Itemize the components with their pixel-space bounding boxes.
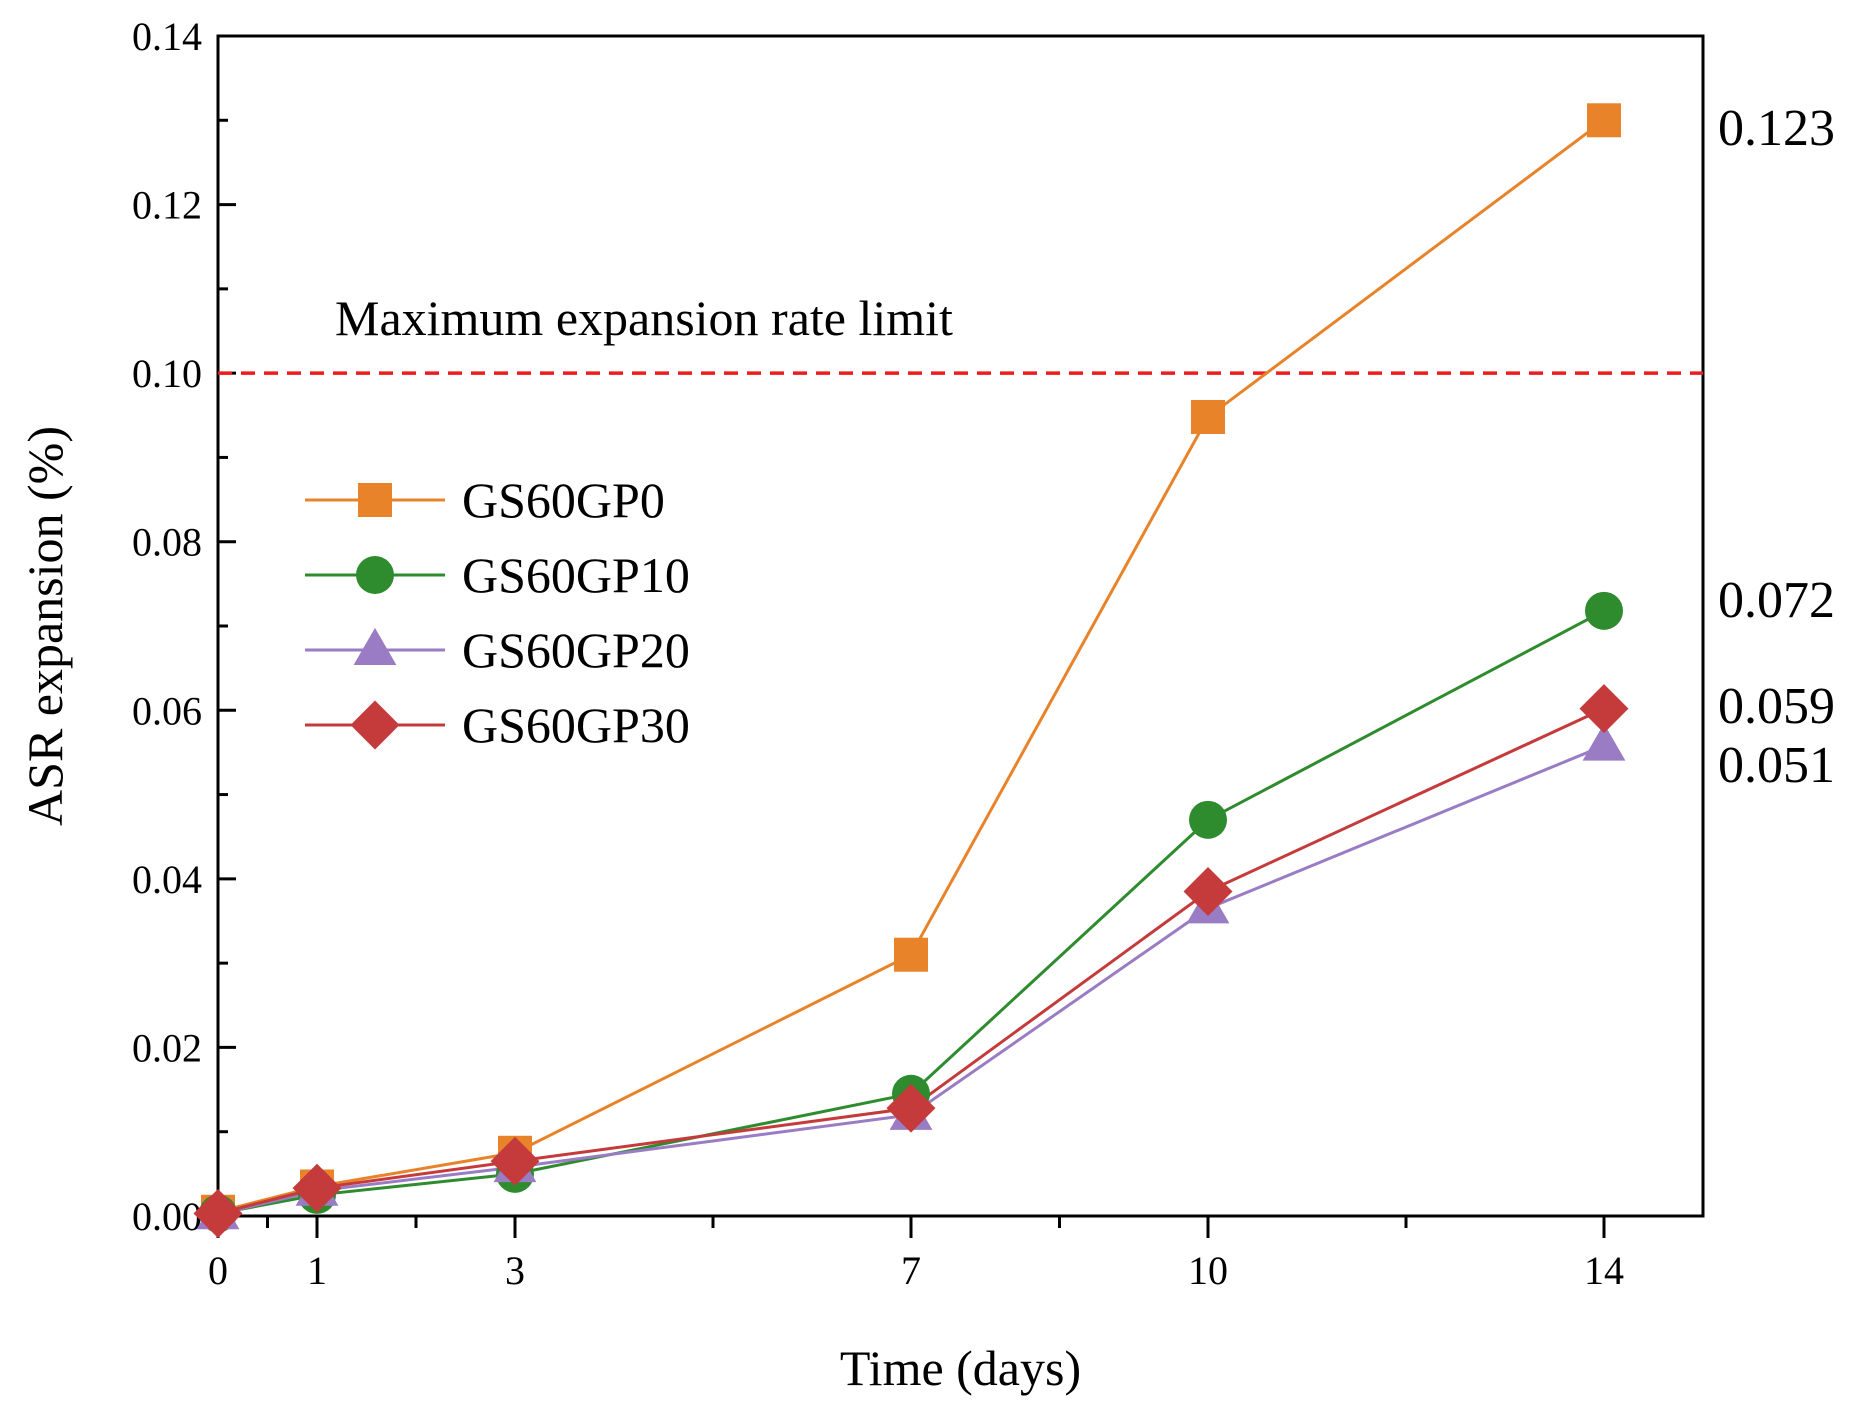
x-tick-label: 7 bbox=[901, 1248, 921, 1293]
data-point-gs60gp30 bbox=[292, 1163, 342, 1213]
data-point-gs60gp0 bbox=[1587, 103, 1621, 138]
series-line-gs60gp20 bbox=[217, 744, 1605, 1216]
data-point-gs60gp10 bbox=[1189, 800, 1227, 839]
y-tick-label: 0.00 bbox=[132, 1194, 202, 1239]
end-label-gs60gp20: 0.051 bbox=[1718, 737, 1835, 794]
legend: GS60GP0 GS60GP10 GS60GP20 GS60GP30 bbox=[305, 472, 690, 753]
x-tick-label: 0 bbox=[208, 1248, 228, 1293]
series-group bbox=[193, 103, 1629, 1238]
data-point-gs60gp10 bbox=[1585, 591, 1623, 630]
legend-label-gs60gp20: GS60GP20 bbox=[462, 622, 690, 678]
data-point-gs60gp20 bbox=[1582, 723, 1626, 761]
legend-label-gs60gp30: GS60GP30 bbox=[462, 697, 690, 753]
end-label-gs60gp30: 0.059 bbox=[1718, 678, 1835, 735]
data-point-gs60gp0 bbox=[894, 937, 928, 972]
data-point-gs60gp30 bbox=[886, 1083, 936, 1133]
y-tick-label: 0.04 bbox=[132, 857, 202, 902]
reference-line-label: Maximum expansion rate limit bbox=[335, 290, 953, 346]
legend-marker-gs60gp20 bbox=[353, 627, 397, 665]
axes: 0.00 0.02 0.04 0.06 0.08 0.10 0.12 0.14 0 1 3 7 10 14 bbox=[132, 14, 1705, 1293]
y-tick-label: 0.10 bbox=[132, 351, 202, 396]
reference-line-group: Maximum expansion rate limit bbox=[218, 290, 1703, 375]
legend-marker-gs60gp0 bbox=[358, 483, 392, 517]
legend-label-gs60gp10: GS60GP10 bbox=[462, 547, 690, 603]
y-tick-label: 0.08 bbox=[132, 520, 202, 565]
y-axis-title: ASR expansion (%) bbox=[17, 426, 73, 826]
y-tick-label: 0.02 bbox=[132, 1025, 202, 1070]
series-line-gs60gp0 bbox=[217, 119, 1605, 1214]
data-point-gs60gp30 bbox=[1579, 684, 1629, 734]
x-tick-label: 14 bbox=[1584, 1248, 1624, 1293]
data-point-gs60gp30 bbox=[1183, 867, 1233, 916]
x-tick-label: 10 bbox=[1188, 1248, 1228, 1293]
legend-marker-gs60gp30 bbox=[350, 700, 400, 750]
y-tick-label: 0.06 bbox=[132, 688, 202, 733]
data-point-gs60gp0 bbox=[1191, 399, 1225, 434]
data-point-gs60gp30 bbox=[490, 1136, 540, 1186]
x-axis-title: Time (days) bbox=[840, 1340, 1081, 1396]
end-label-gs60gp0: 0.123 bbox=[1718, 100, 1835, 157]
y-tick-label: 0.12 bbox=[132, 183, 202, 228]
data-point-gs60gp30 bbox=[193, 1188, 243, 1238]
legend-label-gs60gp0: GS60GP0 bbox=[462, 472, 665, 528]
y-tick-label: 0.14 bbox=[132, 14, 202, 59]
legend-marker-gs60gp10 bbox=[356, 556, 394, 594]
end-label-gs60gp10: 0.072 bbox=[1718, 572, 1835, 629]
x-tick-label: 3 bbox=[505, 1248, 525, 1293]
x-tick-label: 1 bbox=[307, 1248, 327, 1293]
